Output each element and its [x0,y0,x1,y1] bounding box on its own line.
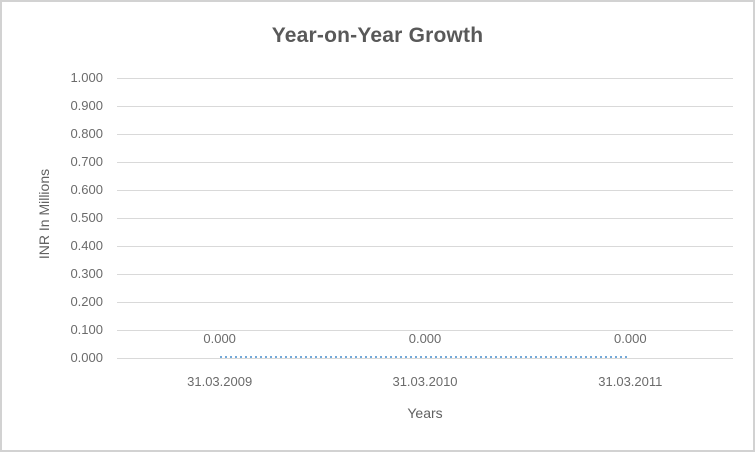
gridline [117,190,733,191]
gridline [117,78,733,79]
y-axis-tick-label: 0.100 [70,322,103,337]
y-axis-tick-label: 0.700 [70,154,103,169]
gridline [117,162,733,163]
y-axis-tick-label: 0.800 [70,126,103,141]
y-axis-tick-label: 0.000 [70,350,103,365]
gridline [117,358,733,359]
y-axis-tick-label: 0.400 [70,238,103,253]
x-axis-category-label: 31.03.2009 [187,374,253,389]
y-axis-tick-label: 0.500 [70,210,103,225]
y-axis-tick-label: 1.000 [70,70,103,85]
gridline [117,302,733,303]
y-axis-tick-label: 0.200 [70,294,103,309]
data-label: 0.000 [614,331,647,346]
y-axis-tick-label: 0.300 [70,266,103,281]
x-axis-category-label: 31.03.2010 [392,374,458,389]
gridline [117,134,733,135]
x-axis-category-label: 31.03.2011 [598,374,663,389]
data-label: 0.000 [408,331,442,346]
gridline [117,106,733,107]
y-axis-tick-label: 0.600 [70,182,103,197]
gridline [117,330,733,331]
series-line [219,356,631,358]
data-label: 0.000 [203,331,236,346]
gridline [117,218,733,219]
gridline [117,246,733,247]
x-axis-title: Years [407,405,443,421]
chart-title: Year-on-Year Growth [271,24,484,47]
y-axis-tick-label: 0.900 [70,98,103,113]
gridline [117,274,733,275]
plot-area [117,78,733,359]
